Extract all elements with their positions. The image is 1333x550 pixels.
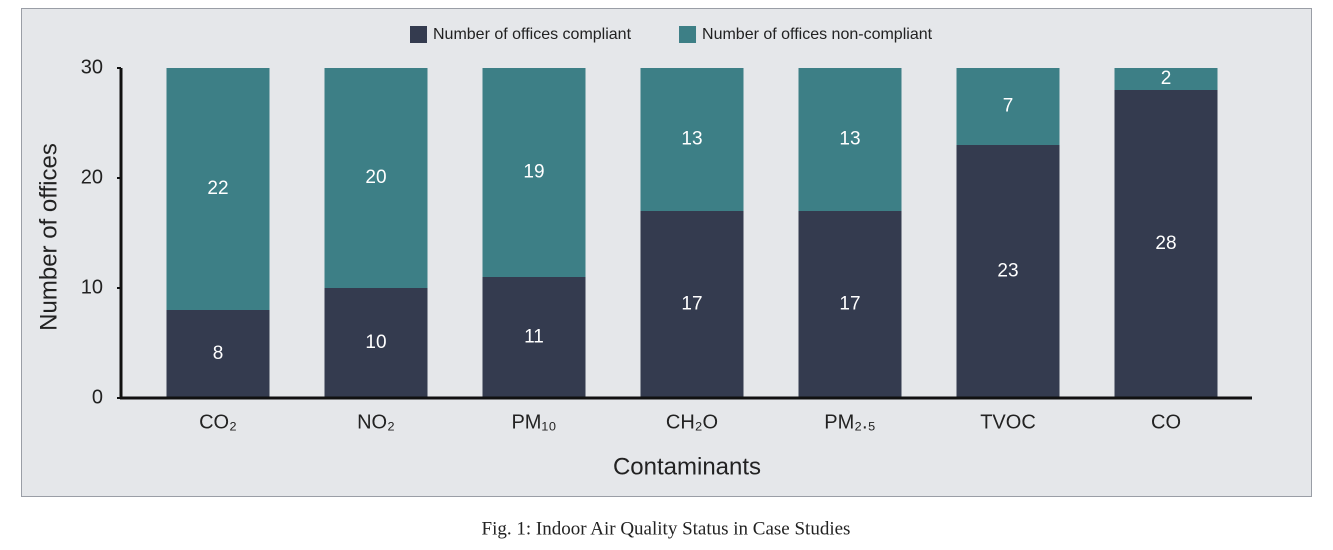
- value-label: 7: [1003, 96, 1014, 117]
- y-tick-label: 30: [81, 56, 103, 78]
- caption: Fig. 1: Indoor Air Quality Status in Cas…: [482, 518, 851, 539]
- value-label: 20: [365, 167, 386, 188]
- x-tick-label: PM₁₀: [511, 411, 556, 433]
- bar-segment: [166, 310, 270, 398]
- y-tick-label: 20: [81, 166, 103, 188]
- value-label: 10: [365, 332, 386, 353]
- value-label: 22: [207, 178, 228, 199]
- legend-label: Number of offices non-compliant: [702, 26, 933, 43]
- value-label: 28: [1155, 233, 1176, 254]
- value-label: 19: [523, 162, 544, 183]
- value-label: 8: [213, 343, 224, 364]
- bar-segment: [166, 68, 270, 310]
- bar-segment: [482, 277, 586, 398]
- value-label: 13: [681, 129, 702, 150]
- value-label: 2: [1161, 68, 1172, 89]
- bar-segment: [482, 68, 586, 277]
- value-label: 23: [997, 261, 1018, 282]
- x-axis-label: Contaminants: [613, 453, 761, 480]
- legend-label: Number of offices compliant: [433, 26, 632, 43]
- bar-segment: [324, 68, 428, 288]
- bar-segment: [1114, 68, 1218, 90]
- x-tick-label: CH₂O: [666, 411, 718, 433]
- value-label: 11: [524, 327, 544, 348]
- bar-segment: [640, 211, 744, 398]
- legend-swatch: [410, 26, 427, 43]
- legend-swatch: [679, 26, 697, 43]
- bar-segment: [1114, 90, 1218, 398]
- x-tick-label: NO₂: [357, 411, 395, 433]
- x-tick-label: PM₂.₅: [824, 411, 875, 433]
- value-label: 17: [839, 294, 860, 315]
- bar-segment: [956, 145, 1060, 398]
- value-label: 13: [839, 129, 860, 150]
- y-tick-label: 10: [81, 276, 103, 298]
- bar-segment: [640, 68, 744, 211]
- x-tick-label: TVOC: [980, 411, 1036, 433]
- y-tick-label: 0: [92, 386, 103, 408]
- value-label: 17: [681, 294, 702, 315]
- bar-segment: [798, 68, 902, 211]
- x-tick-label: CO₂: [199, 411, 237, 433]
- bar-segment: [798, 211, 902, 398]
- bar-segment: [956, 68, 1060, 145]
- y-axis-label: Number of offices: [35, 143, 62, 331]
- x-tick-label: CO: [1151, 411, 1181, 433]
- bar-segment: [324, 288, 428, 398]
